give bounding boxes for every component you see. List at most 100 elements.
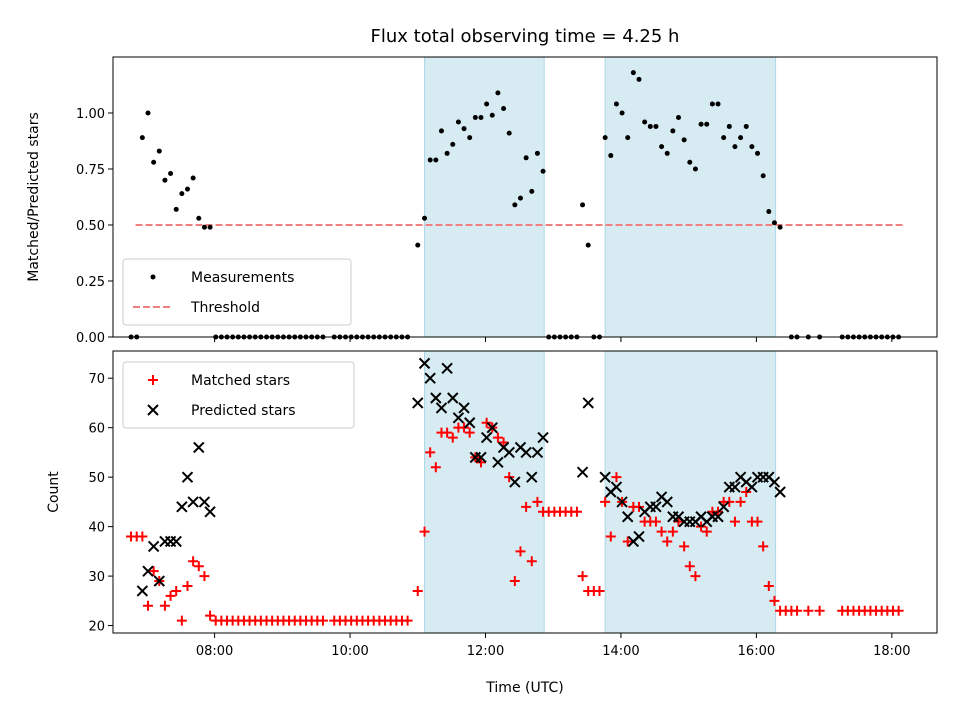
bottom-x-axis-label: Time (UTC) <box>485 680 563 696</box>
bottom-point-1-44 <box>633 530 645 543</box>
top-point-0-50 <box>422 215 428 221</box>
bottom-point-0-95 <box>673 516 684 527</box>
top-point-0-100 <box>704 121 710 127</box>
top-point-0-89 <box>642 119 648 125</box>
bottom-x-tick-label-1: 10:00 <box>331 644 368 659</box>
bottom-y-axis-label: Count <box>46 471 62 513</box>
bottom-point-0-77 <box>571 506 582 517</box>
bottom-point-1-40 <box>610 481 623 493</box>
top-point-0-112 <box>771 220 777 226</box>
bottom-point-1-11 <box>198 496 211 508</box>
bottom-y-tick-label-1: 30 <box>88 570 105 585</box>
bottom-point-1-68 <box>768 476 781 488</box>
bottom-point-0-13 <box>199 571 210 582</box>
bottom-point-0-50 <box>419 526 430 537</box>
top-y-tick-label-1: 0.25 <box>76 275 105 290</box>
bottom-y-tick-label-5: 70 <box>88 372 105 387</box>
bottom-point-0-110 <box>758 541 769 552</box>
top-point-0-13 <box>201 224 207 230</box>
bottom-legend-label-1: Predicted stars <box>191 403 296 419</box>
top-point-0-5 <box>156 148 162 154</box>
bottom-point-0-102 <box>713 506 724 517</box>
top-point-0-63 <box>495 90 501 96</box>
bottom-legend-marker-0 <box>148 375 158 385</box>
bottom-point-0-54 <box>442 427 453 438</box>
bottom-legend-box <box>122 361 355 429</box>
top-point-0-94 <box>670 128 676 134</box>
bottom-x-tick-label-2: 12:00 <box>467 644 504 659</box>
bottom-point-0-82 <box>600 496 611 507</box>
top-point-0-78 <box>580 202 586 208</box>
top-y-tick-label-2: 0.50 <box>76 219 105 234</box>
bottom-shaded-interval-0 <box>424 350 545 634</box>
bottom-point-1-18 <box>441 362 453 375</box>
bottom-axes-frame <box>112 350 938 634</box>
bottom-point-1-21 <box>458 402 470 414</box>
top-point-0-64 <box>501 106 507 112</box>
top-legend-label-1: Threshold <box>190 300 260 316</box>
bottom-point-0-7 <box>165 590 176 601</box>
top-point-0-54 <box>444 150 450 156</box>
top-point-0-79 <box>585 242 591 248</box>
bottom-point-1-38 <box>599 471 611 483</box>
top-point-0-68 <box>523 155 529 161</box>
bottom-point-0-117 <box>803 605 814 616</box>
bottom-point-1-7 <box>176 501 188 513</box>
bottom-point-1-49 <box>661 496 673 508</box>
top-point-0-106 <box>738 135 744 141</box>
bottom-point-0-9 <box>176 615 187 626</box>
bottom-point-0-11 <box>188 556 199 567</box>
top-axes-frame <box>112 56 938 338</box>
bottom-point-0-58 <box>464 427 475 438</box>
top-point-0-66 <box>512 202 518 208</box>
bottom-point-1-25 <box>480 431 493 444</box>
top-legend: Measurements Threshold <box>122 258 352 326</box>
top-point-0-102 <box>715 101 721 107</box>
bottom-point-1-32 <box>520 446 532 459</box>
top-point-0-99 <box>698 121 704 127</box>
top-point-0-97 <box>687 159 693 165</box>
top-point-0-96 <box>681 137 687 143</box>
bottom-point-0-63 <box>492 432 503 443</box>
bottom-point-1-15 <box>424 372 436 384</box>
top-point-0-14 <box>207 224 213 230</box>
top-point-0-67 <box>517 195 523 201</box>
bottom-point-0-111 <box>763 581 774 591</box>
top-point-0-84 <box>613 101 619 107</box>
bottom-point-0-6 <box>159 600 170 611</box>
bottom-point-0-109 <box>752 516 763 527</box>
bottom-series-matched-stars <box>126 417 904 626</box>
top-point-0-3 <box>145 110 151 116</box>
bottom-point-0-4 <box>148 566 159 577</box>
bottom-point-1-8 <box>181 471 194 483</box>
bottom-point-1-33 <box>526 471 538 483</box>
top-point-0-69 <box>529 188 535 194</box>
top-shaded-interval-0 <box>424 56 545 338</box>
bottom-point-0-14 <box>205 610 216 621</box>
bottom-point-0-96 <box>679 541 690 552</box>
bottom-x-tick-label-0: 08:00 <box>196 644 233 659</box>
bottom-point-0-105 <box>729 516 740 527</box>
bottom-point-1-61 <box>729 481 741 493</box>
top-point-0-82 <box>602 135 608 141</box>
bottom-point-0-100 <box>701 526 712 537</box>
bottom-point-1-42 <box>622 511 634 523</box>
bottom-point-1-58 <box>712 511 724 523</box>
top-point-0-90 <box>647 123 653 129</box>
bottom-point-0-10 <box>182 581 193 591</box>
bottom-point-0-84 <box>611 472 622 483</box>
bottom-point-1-41 <box>616 496 628 508</box>
bottom-point-1-26 <box>486 421 498 434</box>
top-point-0-53 <box>438 128 444 134</box>
bottom-point-0-57 <box>459 422 470 433</box>
bottom-point-1-35 <box>537 431 549 444</box>
top-point-0-2 <box>139 135 145 141</box>
bottom-point-1-30 <box>509 476 521 488</box>
bottom-point-0-83 <box>605 531 616 542</box>
top-point-0-109 <box>755 150 761 156</box>
bottom-point-1-59 <box>717 501 730 513</box>
top-legend-label-0: Measurements <box>191 270 294 286</box>
bottom-point-0-112 <box>769 595 780 606</box>
bottom-point-1-16 <box>430 392 442 404</box>
